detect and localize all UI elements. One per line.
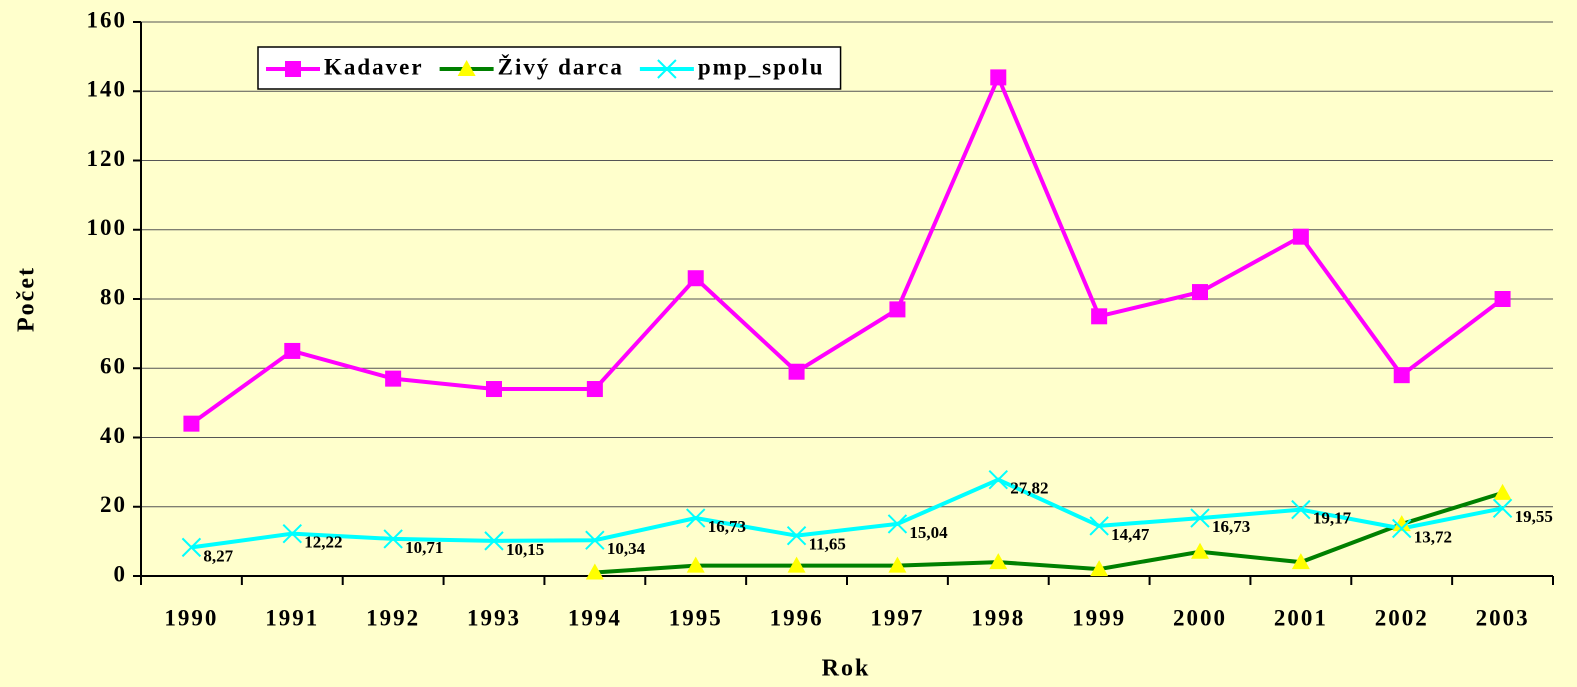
marker xyxy=(1493,483,1512,500)
data-label: 19,55 xyxy=(1515,507,1553,526)
y-tick-label: 20 xyxy=(100,492,127,517)
series-line xyxy=(190,72,1504,426)
marker xyxy=(585,563,604,580)
marker xyxy=(1091,308,1108,325)
data-label: 10,71 xyxy=(405,538,443,557)
marker xyxy=(383,529,403,549)
marker xyxy=(687,270,704,287)
marker xyxy=(686,508,706,528)
marker xyxy=(787,556,806,573)
marker xyxy=(181,537,202,558)
marker xyxy=(1392,518,1412,539)
x-tick-label: 1996 xyxy=(770,605,824,630)
y-tick-label: 140 xyxy=(87,77,128,102)
x-tick-label: 2000 xyxy=(1173,605,1227,630)
data-label: 10,34 xyxy=(607,539,646,558)
y-tick-label: 60 xyxy=(100,354,127,379)
marker xyxy=(457,60,476,76)
data-label: 27,82 xyxy=(1010,479,1048,498)
x-tick-label: 1995 xyxy=(669,605,723,630)
data-label: 16,73 xyxy=(1212,517,1250,536)
data-label: 12,22 xyxy=(304,533,342,552)
marker xyxy=(484,531,504,551)
y-tick-label: 100 xyxy=(87,215,128,240)
legend-label: Kadaver xyxy=(324,54,424,79)
marker xyxy=(989,553,1008,570)
marker xyxy=(1492,498,1513,519)
x-tick-label: 1992 xyxy=(366,605,420,630)
data-label: 8,27 xyxy=(203,546,233,565)
data-label: 19,17 xyxy=(1313,509,1352,528)
marker xyxy=(385,370,402,387)
marker xyxy=(1291,499,1311,520)
marker xyxy=(1190,508,1210,528)
x-tick-label: 2003 xyxy=(1476,605,1530,630)
x-tick-label: 1993 xyxy=(467,605,521,630)
marker xyxy=(988,469,1008,490)
marker xyxy=(889,301,906,318)
marker xyxy=(990,69,1007,86)
marker xyxy=(284,342,301,359)
marker xyxy=(282,523,302,544)
x-tick-label: 2002 xyxy=(1375,605,1429,630)
marker xyxy=(1292,228,1309,245)
x-tick-label: 1998 xyxy=(971,605,1025,630)
marker xyxy=(1089,516,1109,536)
marker xyxy=(585,530,605,550)
marker xyxy=(788,363,805,380)
marker xyxy=(1192,284,1208,301)
legend-box xyxy=(257,46,842,90)
marker xyxy=(486,381,502,398)
legend-label: pmp_spolu xyxy=(698,54,825,79)
data-label: 11,65 xyxy=(809,535,846,554)
marker xyxy=(1494,291,1511,307)
marker xyxy=(1393,367,1410,384)
marker xyxy=(183,415,200,432)
data-label: 13,72 xyxy=(1414,527,1452,546)
data-label: 14,47 xyxy=(1111,525,1150,544)
marker xyxy=(686,556,705,573)
y-tick-label: 160 xyxy=(87,7,128,32)
data-label: 16,73 xyxy=(708,517,746,536)
marker xyxy=(285,61,301,77)
marker xyxy=(1291,553,1310,570)
legend-label: Živý darca xyxy=(498,53,624,79)
data-label: 10,15 xyxy=(506,540,544,559)
x-tick-label: 1994 xyxy=(568,605,622,630)
x-tick-label: 1999 xyxy=(1072,605,1126,630)
x-tick-label: 2001 xyxy=(1274,605,1328,630)
y-tick-label: 0 xyxy=(114,561,128,586)
marker xyxy=(1090,560,1109,577)
y-tick-label: 40 xyxy=(100,423,127,448)
marker xyxy=(786,525,807,546)
series-line xyxy=(191,477,1503,550)
marker xyxy=(1191,542,1209,559)
marker xyxy=(887,514,908,534)
data-label: 15,04 xyxy=(909,523,948,542)
y-tick-label: 120 xyxy=(87,146,128,171)
y-tick-label: 80 xyxy=(100,284,127,309)
x-tick-label: 1990 xyxy=(164,605,218,630)
marker xyxy=(888,556,907,573)
x-tick-label: 1991 xyxy=(265,605,319,630)
y-axis-title: Počet xyxy=(14,266,40,332)
marker xyxy=(1392,515,1411,532)
series-line xyxy=(594,490,1504,575)
x-axis-title: Rok xyxy=(822,656,871,682)
marker xyxy=(586,381,603,398)
legend: Kadaver Živý darca pmp_spolu xyxy=(257,46,842,90)
marker xyxy=(657,59,677,79)
x-tick-label: 1997 xyxy=(870,605,924,630)
